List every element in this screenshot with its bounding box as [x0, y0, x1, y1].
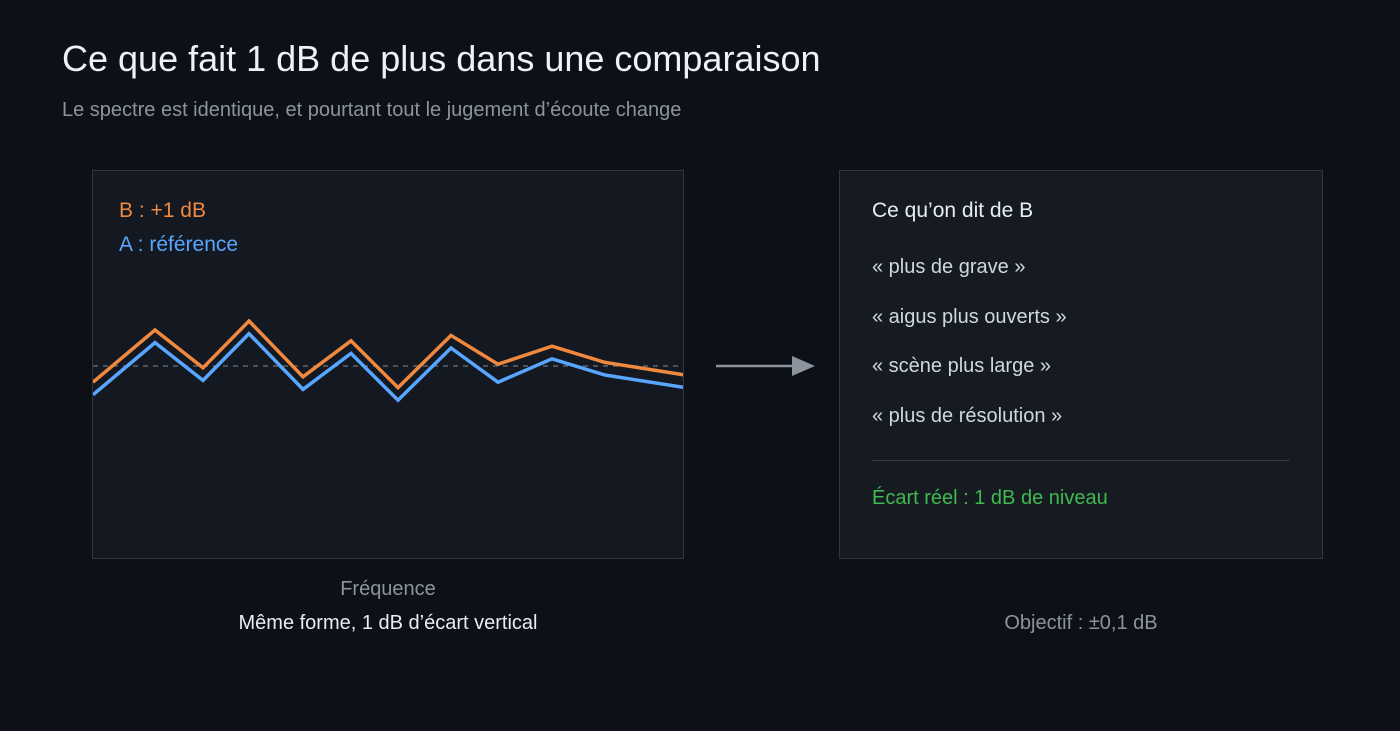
- legend-series-b: B : +1 dB: [119, 199, 206, 222]
- quote-item: « plus de résolution »: [872, 405, 1063, 427]
- series-b-line: [93, 318, 683, 391]
- real-difference-text: Écart réel : 1 dB de niveau: [872, 487, 1108, 509]
- spectrum-chart: [93, 318, 683, 403]
- quote-item: « plus de grave »: [872, 256, 1026, 278]
- spectrum-chart-panel: B : +1 dB A : référence: [92, 170, 684, 559]
- perception-panel: Ce qu’on dit de B « plus de grave » « ai…: [839, 170, 1323, 559]
- legend-series-a: A : référence: [119, 233, 239, 256]
- quote-item: « aigus plus ouverts »: [872, 306, 1067, 328]
- perception-panel-title: Ce qu’on dit de B: [872, 199, 1034, 222]
- chart-caption: Même forme, 1 dB d’écart vertical: [238, 612, 538, 634]
- objective-text: Objectif : ±0,1 dB: [1004, 612, 1158, 634]
- page-title: Ce que fait 1 dB de plus dans une compar…: [62, 38, 821, 79]
- right-arrow-icon: [716, 356, 815, 376]
- x-axis-label: Fréquence: [340, 578, 436, 600]
- page-subtitle: Le spectre est identique, et pourtant to…: [62, 99, 682, 121]
- series-a-line: [93, 331, 683, 403]
- quote-item: « scène plus large »: [872, 355, 1052, 377]
- divider: [872, 460, 1290, 461]
